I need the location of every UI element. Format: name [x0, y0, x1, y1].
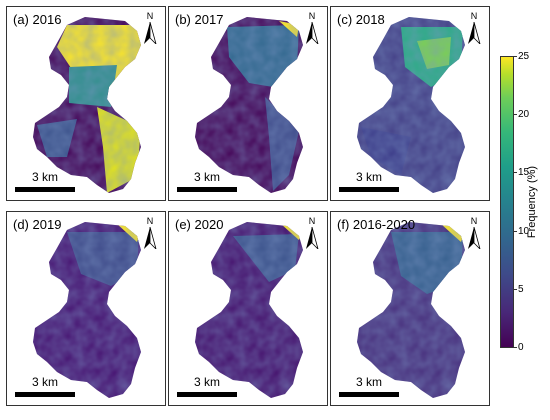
colorbar-tick: 5 — [518, 284, 524, 295]
map-panel-e: (e) 2020 N 3 km — [168, 211, 328, 406]
panel-title: (c) 2018 — [337, 12, 385, 27]
map-panel-a: (a) 2016 N 3 km — [6, 6, 166, 201]
colorbar-tick: 20 — [518, 109, 530, 120]
scale-bar: 3 km — [339, 170, 399, 192]
colorbar — [500, 56, 514, 348]
scale-bar: 3 km — [15, 375, 75, 397]
north-arrow-icon: N — [465, 11, 483, 45]
frequency-map-d — [33, 222, 141, 398]
colorbar-tick: 25 — [518, 51, 530, 62]
panel-title: (d) 2019 — [13, 217, 62, 232]
frequency-map-a — [33, 17, 141, 193]
frequency-map-f — [357, 222, 465, 398]
frequency-map-e — [195, 222, 303, 398]
frequency-map-b — [195, 17, 303, 193]
map-panel-c: (c) 2018 N 3 km — [330, 6, 490, 201]
scale-bar: 3 km — [177, 170, 237, 192]
colorbar-tick: 0 — [518, 342, 524, 353]
frequency-map-c — [357, 17, 465, 193]
north-arrow-icon: N — [303, 216, 321, 250]
panel-title: (f) 2016-2020 — [337, 217, 416, 232]
scale-bar: 3 km — [15, 170, 75, 192]
colorbar-tick: 15 — [518, 167, 530, 178]
north-arrow-icon: N — [465, 216, 483, 250]
scale-bar: 3 km — [339, 375, 399, 397]
panel-title: (e) 2020 — [175, 217, 224, 232]
scale-bar: 3 km — [177, 375, 237, 397]
map-panel-f: (f) 2016-2020 N 3 km — [330, 211, 490, 406]
colorbar-tick: 10 — [518, 226, 530, 237]
north-arrow-icon: N — [141, 11, 159, 45]
north-arrow-icon: N — [141, 216, 159, 250]
colorbar-label: Frequency (%) — [526, 165, 538, 239]
map-panel-b: (b) 2017 N 3 km — [168, 6, 328, 201]
panel-title: (a) 2016 — [13, 12, 62, 27]
map-panel-d: (d) 2019 N 3 km — [6, 211, 166, 406]
panel-title: (b) 2017 — [175, 12, 224, 27]
north-arrow-icon: N — [303, 11, 321, 45]
